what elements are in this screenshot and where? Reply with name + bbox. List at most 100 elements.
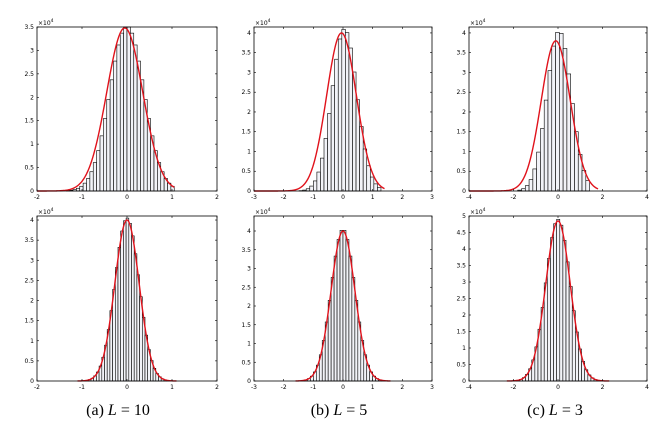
hist-bar-6 <box>79 185 84 192</box>
hist-bar-16 <box>556 219 561 382</box>
x-tick-label: 2 <box>215 384 219 391</box>
hist-bar-21 <box>130 32 135 192</box>
x-tick-label: 0 <box>125 194 129 201</box>
caption-b: (b) L = 5 <box>311 402 368 419</box>
y-tick-label: 2 <box>462 109 466 116</box>
y-tick-label: 1.5 <box>24 118 34 125</box>
y-tick-label: 0.5 <box>241 168 251 175</box>
y-tick-label: 4 <box>247 30 251 37</box>
hist-bar-15 <box>339 230 344 382</box>
y-tick-label: 2.5 <box>456 296 466 303</box>
hist-bar-7 <box>82 182 87 192</box>
x-tick-label: -2 <box>34 194 40 201</box>
hist-bar-25 <box>366 165 371 192</box>
x-tick-label: -1 <box>310 384 316 391</box>
hist-bar-15 <box>117 247 122 382</box>
x-tick-label: 1 <box>371 194 375 201</box>
y-tick-label: 4 <box>247 228 251 235</box>
hist-bar-13 <box>333 255 338 382</box>
hist-bar-19 <box>351 277 356 382</box>
hist-bar-11 <box>316 171 321 192</box>
panels-layer: -2 -1 0 1 2 0 0.5 1 1.5 2 2.5 3 3.5 ×104 -3 -2 -1 0 1 2 3 0 0.… <box>24 18 649 391</box>
caption-a: (a) L = 10 <box>86 402 150 419</box>
hist-bar-16 <box>334 58 339 192</box>
y-tick-label: 0 <box>462 378 466 385</box>
x-tick-label: -1 <box>79 384 85 391</box>
hist-bar-14 <box>336 239 341 382</box>
hist-bar-13 <box>103 118 108 192</box>
hist-bar-12 <box>330 277 335 382</box>
x-tick-label: 0 <box>556 194 560 201</box>
x-tick-label: -2 <box>281 194 287 201</box>
fit-curve <box>295 230 391 382</box>
hist-bar-14 <box>115 267 119 382</box>
hist-bar-5 <box>76 187 81 192</box>
hist-bar-16 <box>113 60 118 192</box>
y-tick-label: 4 <box>462 30 466 37</box>
y-exponent-label: ×104 <box>38 18 54 27</box>
hist-bar-28 <box>377 187 382 192</box>
x-tick-label: 2 <box>400 194 404 201</box>
y-tick-label: 4 <box>462 246 466 253</box>
hist-bar-15 <box>109 79 114 192</box>
y-tick-label: 1.5 <box>24 318 34 325</box>
y-tick-label: 3 <box>30 47 34 54</box>
y-tick-label: 2 <box>462 312 466 319</box>
panel-bottom-a: -2 -1 0 1 2 0 0.5 1 1.5 2 2.5 3 3.5 4 ×104 <box>24 207 219 391</box>
x-tick-label: -4 <box>466 194 472 201</box>
x-tick-label: -2 <box>511 194 517 201</box>
hist-bar-18 <box>341 29 346 192</box>
x-tick-label: -2 <box>511 384 517 391</box>
y-tick-label: 2.5 <box>241 89 251 96</box>
y-exponent-label: ×104 <box>255 18 271 27</box>
hist-bar-26 <box>369 176 375 192</box>
hist-bar-13 <box>323 138 328 192</box>
y-tick-label: 4.5 <box>456 230 466 237</box>
hist-bar-15 <box>547 70 553 192</box>
hist-bar-11 <box>532 168 537 192</box>
y-tick-label: 2 <box>247 109 251 116</box>
y-tick-label: 1.5 <box>456 129 466 136</box>
y-tick-label: 0.5 <box>456 168 466 175</box>
x-tick-label: 0 <box>341 194 345 201</box>
x-tick-label: -2 <box>34 384 40 391</box>
hist-bar-17 <box>559 224 564 382</box>
y-tick-label: 3 <box>30 257 34 264</box>
hist-bar-24 <box>362 148 368 192</box>
x-tick-label: 1 <box>371 384 375 391</box>
x-tick-label: 0 <box>125 384 129 391</box>
hist-bar-19 <box>128 223 132 382</box>
hist-bar-18 <box>348 255 353 382</box>
panel-top-a: -2 -1 0 1 2 0 0.5 1 1.5 2 2.5 3 3.5 ×104 <box>24 18 219 201</box>
x-tick-label: 4 <box>645 194 649 201</box>
y-tick-label: 2.5 <box>24 277 34 284</box>
y-tick-label: 3 <box>247 69 251 76</box>
panel-bottom-c: -4 -2 0 2 4 0 0.5 1 1.5 2 2.5 3 3.5 4 4.5 5 ×104 <box>456 207 649 391</box>
y-tick-label: 0 <box>30 378 34 385</box>
x-tick-label: -1 <box>79 194 85 201</box>
caption-c: (c) L = 3 <box>527 402 583 419</box>
hist-bar-14 <box>106 99 111 192</box>
hist-bar-15 <box>553 223 557 382</box>
y-tick-label: 2.5 <box>456 89 466 96</box>
y-tick-label: 1.5 <box>456 329 466 336</box>
y-tick-label: 3.5 <box>241 247 251 254</box>
panel-bottom-b: -3 -2 -1 0 1 2 3 0 0.5 1 1.5 2 2.5 3 3.5 4 ×104 <box>241 207 434 391</box>
fit-curve <box>506 220 610 382</box>
y-tick-label: 1 <box>30 141 34 148</box>
hist-bar-10 <box>528 179 534 192</box>
y-tick-label: 1 <box>462 148 466 155</box>
y-tick-label: 5 <box>462 213 466 220</box>
hist-bar-19 <box>123 26 128 192</box>
x-tick-label: -3 <box>251 194 257 201</box>
y-tick-label: 2 <box>30 298 34 305</box>
y-tick-label: 3 <box>462 279 466 286</box>
hist-bar-16 <box>342 230 347 382</box>
hist-bar-10 <box>313 180 318 192</box>
hist-bar-20 <box>126 26 131 192</box>
x-tick-label: -1 <box>310 194 316 201</box>
x-tick-label: 2 <box>601 194 605 201</box>
x-tick-label: 2 <box>400 384 404 391</box>
panel-top-c: -4 -2 0 2 4 0 0.5 1 1.5 2 2.5 3 3.5 4 ×104 <box>456 18 649 201</box>
